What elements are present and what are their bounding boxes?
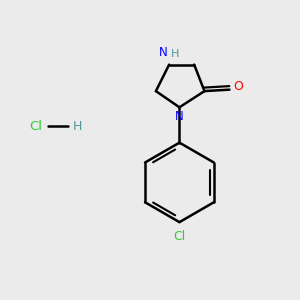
Text: N: N [159,46,168,59]
Text: Cl: Cl [173,230,186,242]
Text: O: O [233,80,243,93]
Text: Cl: Cl [29,120,43,133]
Text: H: H [171,49,179,59]
Text: N: N [175,110,184,123]
Text: H: H [73,120,82,133]
